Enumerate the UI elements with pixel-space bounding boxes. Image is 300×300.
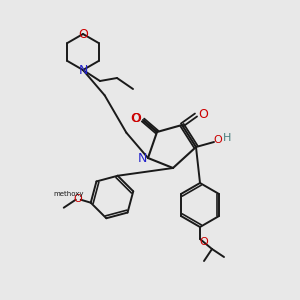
Text: O: O [198,107,208,121]
Text: O: O [74,194,82,204]
Text: methoxy: methoxy [53,191,84,197]
Text: O: O [200,237,208,247]
Text: O: O [78,28,88,40]
Text: O: O [130,112,140,124]
Text: H: H [223,133,231,143]
Text: N: N [137,152,147,164]
Text: O: O [214,135,222,145]
Text: N: N [78,64,88,76]
Text: O: O [131,112,141,125]
